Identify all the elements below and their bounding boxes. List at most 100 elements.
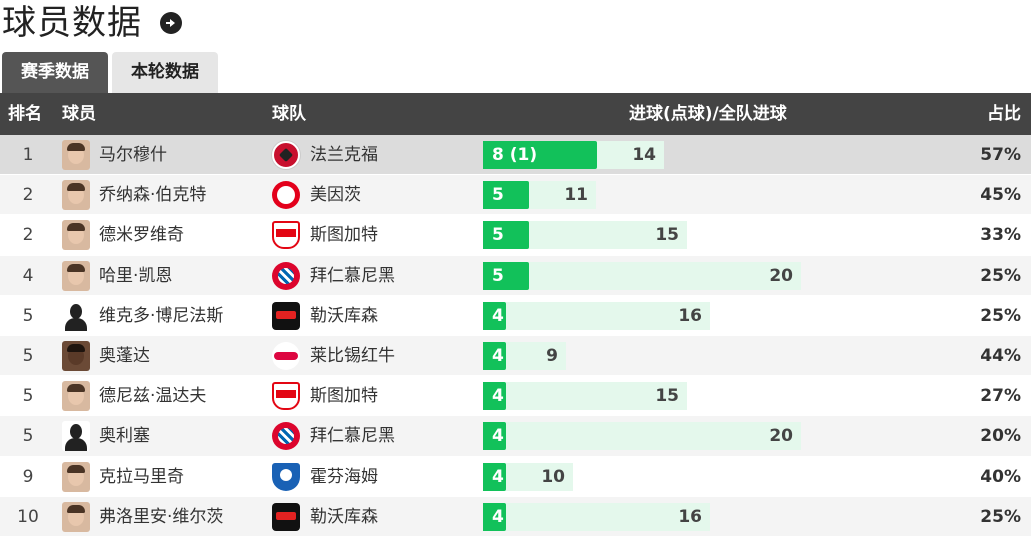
avatar-hair [67,343,85,352]
rank-cell: 9 [22,466,34,487]
team-name-link[interactable]: 勒沃库森 [310,506,378,527]
team-crest-icon[interactable] [272,382,300,411]
team-name-link[interactable]: 法兰克福 [310,145,378,165]
player-avatar[interactable] [62,220,90,251]
table-row[interactable]: 5 维克多·博尼法斯 勒沃库森 4 16 25% [0,295,1031,336]
goal-share-pct: 57% [980,145,1021,165]
player-avatar[interactable] [62,340,90,371]
rank-cell: 2 [22,185,34,206]
team-crest-icon[interactable] [272,221,300,250]
header-goals[interactable]: 进球(点球)/全队进球 [629,104,787,124]
table-row[interactable]: 2 德米罗维奇 斯图加特 5 15 33% [0,215,1031,256]
player-name-link[interactable]: 奥蓬达 [99,345,150,366]
avatar-face [70,303,82,319]
player-goals-bar: 5 [483,181,529,210]
player-name-link[interactable]: 克拉马里奇 [99,466,184,487]
team-name-link[interactable]: 拜仁慕尼黑 [310,265,395,286]
rank-cell: 2 [22,225,34,246]
goals-value: 5 [492,185,504,206]
team-crest-icon[interactable] [272,502,300,531]
player-name-link[interactable]: 哈里·凯恩 [99,265,173,286]
avatar-hair [67,183,85,192]
header-team[interactable]: 球队 [272,104,306,124]
player-goals-bar: 4 [483,422,506,451]
team-crest-icon[interactable] [272,181,300,210]
player-name-link[interactable]: 德尼兹·温达夫 [99,386,207,407]
player-goals-bar: 4 (1) [483,462,519,515]
table-row[interactable]: 10 弗洛里安·维尔茨 勒沃库森 4 (1) 16 25% [0,496,1031,538]
table-row[interactable]: 5 奥利塞 拜仁慕尼黑 4 20 20% [0,416,1031,457]
rank-cell: 5 [22,386,34,407]
team-name-link[interactable]: 拜仁慕尼黑 [310,426,395,447]
team-goals-value: 20 [769,426,793,447]
player-goals-bar: 5 (2) [483,261,529,314]
team-name-link[interactable]: 勒沃库森 [310,305,378,326]
goal-share-pct: 40% [980,466,1021,487]
player-name-link[interactable]: 马尔穆什 [99,145,167,165]
player-name-link[interactable]: 奥利塞 [99,426,150,447]
team-name-link[interactable]: 斯图加特 [310,225,378,246]
player-goals-bar: 5 [483,221,529,250]
team-goals-value: 20 [769,265,793,286]
header-player[interactable]: 球员 [62,104,96,124]
rank-cell: 4 [22,265,34,286]
team-goals-value: 9 [546,345,558,366]
goal-share-pct: 45% [980,185,1021,206]
player-name-link[interactable]: 维克多·博尼法斯 [99,305,224,326]
player-avatar[interactable] [62,300,90,331]
table-row[interactable]: 5 奥蓬达 莱比锡红牛 4 9 44% [0,335,1031,377]
table-row[interactable]: 1 马尔穆什 法兰克福 8 (1) 14 57% [0,135,1031,176]
goal-share-pct: 20% [980,426,1021,447]
player-goals-bar: 4 [483,301,506,330]
team-crest-icon[interactable] [272,341,300,370]
team-name-link[interactable]: 莱比锡红牛 [310,345,395,366]
player-avatar[interactable] [62,501,90,532]
team-goals-bar [483,502,710,531]
rank-cell: 5 [22,345,34,366]
team-goals-bar [483,261,801,290]
rank-cell: 5 [22,426,34,447]
table-row[interactable]: 4 哈里·凯恩 拜仁慕尼黑 5 (2) 20 25% [0,255,1031,314]
player-avatar[interactable] [62,421,90,452]
team-crest-icon[interactable] [272,422,300,451]
player-goals-bar: 4 [483,382,506,411]
goal-share-pct: 25% [980,506,1021,527]
team-name-link[interactable]: 霍芬海姆 [310,466,378,487]
team-crest-icon[interactable] [272,261,300,290]
goals-value: 4 [492,345,504,366]
player-goals-bar: 4 [483,341,506,370]
header-rank[interactable]: 排名 [8,104,42,124]
player-name-link[interactable]: 德米罗维奇 [99,225,184,246]
team-crest-icon[interactable] [272,141,300,169]
team-name-link[interactable]: 美因茨 [310,185,361,206]
player-avatar[interactable] [62,381,90,412]
team-name-link[interactable]: 斯图加特 [310,386,378,407]
tab-season-stats[interactable]: 赛季数据 [2,52,108,93]
player-name-link[interactable]: 弗洛里安·维尔茨 [99,506,224,527]
rank-cell: 5 [22,305,34,326]
avatar-hair [67,384,85,393]
avatar-hair [67,464,85,473]
page-title: 球员数据 [2,3,142,43]
player-avatar[interactable] [62,180,90,211]
table-row[interactable]: 9 克拉马里奇 霍芬海姆 4 (1) 10 40% [0,456,1031,515]
table-header: 排名 球员 球队 进球(点球)/全队进球 占比 [0,93,1031,135]
team-crest-icon[interactable] [272,462,300,491]
goals-value: 4 [492,305,504,326]
header-pct[interactable]: 占比 [987,104,1021,124]
table-row[interactable]: 5 德尼兹·温达夫 斯图加特 4 15 27% [0,376,1031,417]
goal-share-pct: 25% [980,265,1021,286]
goals-value: 8 (1) [492,145,538,165]
player-avatar[interactable] [62,461,90,492]
arrow-right-icon[interactable] [160,12,182,34]
table-row[interactable]: 2 乔纳森·伯克特 美因茨 5 11 45% [0,175,1031,216]
team-crest-icon[interactable] [272,301,300,330]
player-name-link[interactable]: 乔纳森·伯克特 [99,185,207,206]
tab-round-stats[interactable]: 本轮数据 [112,52,218,93]
team-goals-value: 11 [564,185,588,206]
goals-value: 5 [492,225,504,246]
goal-share-pct: 25% [980,305,1021,326]
player-avatar[interactable] [62,260,90,291]
player-avatar[interactable] [62,140,90,170]
goals-value: 4 [492,426,504,447]
